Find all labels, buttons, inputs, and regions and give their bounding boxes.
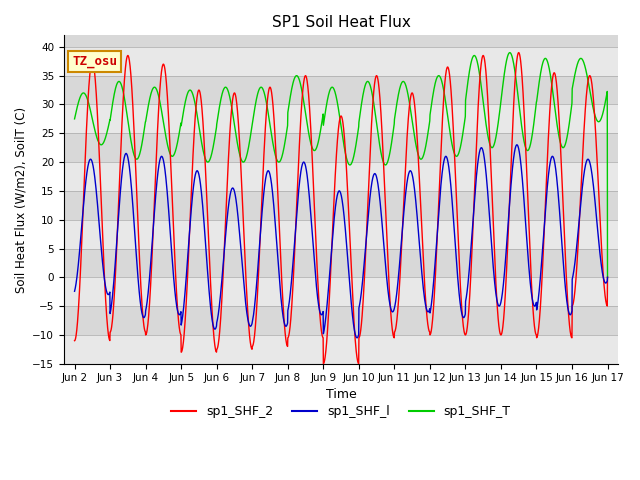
sp1_SHF_l	[368, 179, 376, 185]
sp1_SHF_T	[220, 88, 227, 94]
sp1_SHF_T	[368, 89, 376, 95]
Bar	[64, 47, 618, 76]
Title: SP1 Soil Heat Flux: SP1 Soil Heat Flux	[271, 15, 410, 30]
Line: sp1_SHF_l: sp1_SHF_l	[74, 145, 607, 338]
Legend: sp1_SHF_2, sp1_SHF_l, sp1_SHF_T: sp1_SHF_2, sp1_SHF_l, sp1_SHF_T	[166, 400, 516, 423]
sp1_SHF_2	[572, 280, 579, 286]
sp1_SHF_l	[220, 262, 227, 268]
X-axis label: Time: Time	[326, 388, 356, 401]
sp1_SHF_2	[604, 275, 611, 280]
sp1_SHF_T	[70, 116, 78, 122]
sp1_SHF_T	[557, 141, 564, 146]
sp1_SHF_l	[496, 302, 504, 308]
Line: sp1_SHF_T: sp1_SHF_T	[74, 53, 607, 277]
sp1_SHF_2	[70, 338, 78, 344]
sp1_SHF_l	[356, 297, 364, 303]
Bar	[64, 220, 618, 249]
Bar	[64, 335, 618, 364]
sp1_SHF_T	[506, 50, 513, 56]
Y-axis label: Soil Heat Flux (W/m2), SoilT (C): Soil Heat Flux (W/m2), SoilT (C)	[15, 107, 28, 293]
sp1_SHF_2	[496, 330, 504, 336]
Text: TZ_osu: TZ_osu	[72, 55, 117, 68]
sp1_SHF_l	[513, 142, 521, 148]
Bar	[64, 105, 618, 133]
sp1_SHF_T	[496, 109, 504, 115]
sp1_SHF_2	[368, 113, 376, 119]
sp1_SHF_2	[356, 330, 364, 336]
sp1_SHF_l	[572, 253, 579, 259]
Bar	[64, 277, 618, 306]
sp1_SHF_l	[557, 226, 564, 232]
sp1_SHF_l	[353, 335, 361, 341]
sp1_SHF_T	[356, 110, 364, 116]
sp1_SHF_l	[604, 275, 611, 280]
sp1_SHF_2	[557, 151, 564, 157]
sp1_SHF_2	[220, 271, 227, 277]
sp1_SHF_T	[604, 275, 611, 280]
sp1_SHF_2	[515, 50, 522, 56]
Line: sp1_SHF_2: sp1_SHF_2	[74, 53, 607, 364]
sp1_SHF_2	[319, 361, 327, 367]
Bar	[64, 162, 618, 191]
sp1_SHF_T	[572, 69, 579, 75]
sp1_SHF_l	[70, 288, 78, 294]
